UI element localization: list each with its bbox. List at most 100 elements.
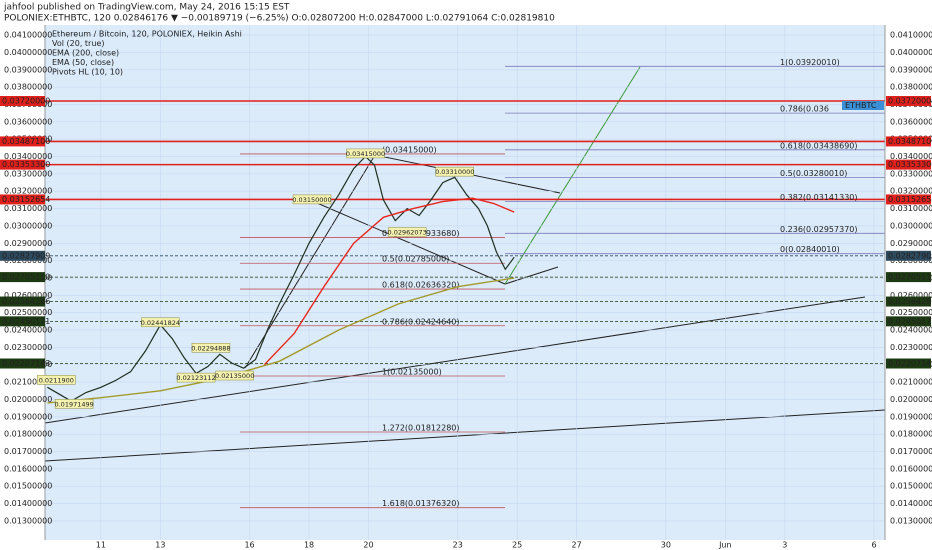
price-tag-label: 0.03152654 [888, 195, 932, 204]
price-tag [0, 316, 45, 327]
trend-line [309, 199, 506, 285]
price-tag-label: 0.02827909 [2, 251, 50, 260]
price-tag [0, 136, 45, 147]
series-line [47, 155, 515, 402]
fib-label: (0.03415000) [382, 145, 437, 154]
price-tag-label: 0.02207143 [888, 359, 932, 368]
x-tick-label: 6 [871, 541, 876, 550]
pivot-label: 0.02962073 [388, 229, 427, 237]
pivot-box [387, 227, 427, 237]
price-tag [886, 194, 931, 205]
pivot-box [215, 370, 254, 381]
y-tick-label: 0.02400000 [890, 326, 932, 335]
y-tick-label: 0.01800000 [890, 430, 932, 439]
price-tag [886, 296, 931, 307]
fib-label: 0.5(0.02785000) [382, 255, 449, 264]
pivot-label: 0.02135000 [215, 372, 254, 380]
y-tick-label: 0.02600000 [4, 291, 52, 300]
y-tick-label: 0.01300000 [890, 516, 932, 525]
y-tick-label: 0.01600000 [4, 464, 52, 473]
fib-label: 1.272(0.01812280) [382, 424, 460, 433]
y-tick-label: 0.01500000 [4, 482, 52, 491]
y-tick-label: 0.01700000 [890, 447, 932, 456]
price-tag-label: 0.02705110 [2, 273, 50, 282]
price-tag-label: 0.03353300 [888, 160, 932, 169]
pivot-box [37, 375, 76, 385]
pivot-label: 0.0211900 [39, 376, 74, 384]
y-tick-label: 0.01900000 [890, 412, 932, 421]
y-tick-label: 0.03200000 [890, 187, 932, 196]
x-tick-label: 30 [661, 541, 671, 550]
price-tag [886, 358, 931, 369]
y-tick-label: 0.01700000 [4, 447, 52, 456]
legend-entry: Vol (20, true) [52, 39, 104, 48]
x-tick-label: 23 [453, 541, 463, 550]
y-tick-label: 0.01400000 [890, 499, 932, 508]
y-tick-label: 0.03300000 [890, 169, 932, 178]
legend-entry: EMA (200, close) [52, 49, 119, 58]
price-tag-label: 0.02564286 [888, 297, 932, 306]
y-tick-label: 0.02000000 [890, 395, 932, 404]
fib-label: 0.382(0.03141330) [780, 193, 858, 202]
price-tag [886, 159, 931, 170]
fib-label: 1(0.02135000) [382, 368, 442, 377]
fib-label: 0.5(0.03280010) [780, 169, 847, 178]
price-tag-label: 0.03353300 [2, 160, 50, 169]
y-tick-label: 0.01800000 [4, 430, 52, 439]
y-tick-label: 0.02400000 [4, 326, 52, 335]
y-tick-label: 0.02900000 [890, 239, 932, 248]
price-tag [0, 296, 45, 307]
trend-line [44, 296, 866, 424]
plot-area [45, 25, 885, 540]
x-tick-label: 27 [572, 541, 582, 550]
y-tick-label: 0.03900000 [4, 65, 52, 74]
y-tick-label: 0.03000000 [890, 221, 932, 230]
y-tick-label: 0.03600000 [890, 117, 932, 126]
pivot-box [54, 399, 94, 409]
y-tick-label: 0.02100000 [890, 378, 932, 387]
y-tick-label: 0.03400000 [4, 152, 52, 161]
x-tick-label: 18 [304, 541, 314, 550]
pivot-box [176, 372, 216, 383]
pivot-label: 0.02123112 [176, 374, 215, 382]
y-tick-label: 0.03800000 [890, 83, 932, 92]
fib-label: 0.618(0.02636320) [382, 281, 460, 290]
price-tag [886, 316, 931, 327]
fib-label: 1(0.03920010) [780, 58, 840, 67]
price-tag [886, 272, 931, 283]
price-tag [0, 96, 45, 107]
pivot-label: 0.03150000 [292, 196, 331, 204]
y-tick-label: 0.03300000 [4, 169, 52, 178]
y-tick-label: 0.04100000 [4, 31, 52, 40]
price-tag-label: 0.02450171 [2, 317, 50, 326]
y-tick-label: 0.04000000 [890, 48, 932, 57]
y-tick-label: 0.02000000 [4, 395, 52, 404]
price-tag-label: 0.03152654 [2, 195, 50, 204]
x-tick-label: 20 [363, 541, 373, 550]
price-tag [886, 96, 931, 107]
y-tick-label: 0.02100000 [4, 378, 52, 387]
quote: POLONIEX:ETHBTC, 120 0.02846176 ▼ −0.001… [4, 14, 555, 24]
y-tick-label: 0.03000000 [4, 221, 52, 230]
pivot-box [435, 166, 474, 177]
y-tick-label: 0.02900000 [4, 239, 52, 248]
price-tag [0, 159, 45, 170]
pivot-label: 0.02441824 [141, 319, 180, 327]
trend-line [504, 266, 559, 285]
x-tick-label: 16 [244, 541, 254, 550]
y-tick-label: 0.03900000 [890, 65, 932, 74]
fib-label: 1.618(0.01376320) [382, 499, 460, 508]
y-tick-label: 0.03400000 [890, 152, 932, 161]
publisher: jahfool published on TradingView.com, Ma… [3, 3, 290, 13]
y-tick-label: 0.03200000 [4, 187, 52, 196]
pivot-label: 0.02294888 [191, 344, 230, 352]
y-tick-label: 0.02500000 [4, 308, 52, 317]
price-tag-label: 0.02827909 [888, 251, 932, 260]
fib-label: 0.618(0.03438690) [780, 141, 858, 150]
price-tag [0, 194, 45, 205]
y-tick-label: 0.02300000 [890, 343, 932, 352]
price-tag-label: 0.03487100 [888, 137, 932, 146]
price-tag-label: 0.03720000 [888, 97, 932, 106]
pivot-label: 0.03415000 [346, 150, 385, 158]
symbol-tag-label: ETHBTC [845, 101, 877, 110]
